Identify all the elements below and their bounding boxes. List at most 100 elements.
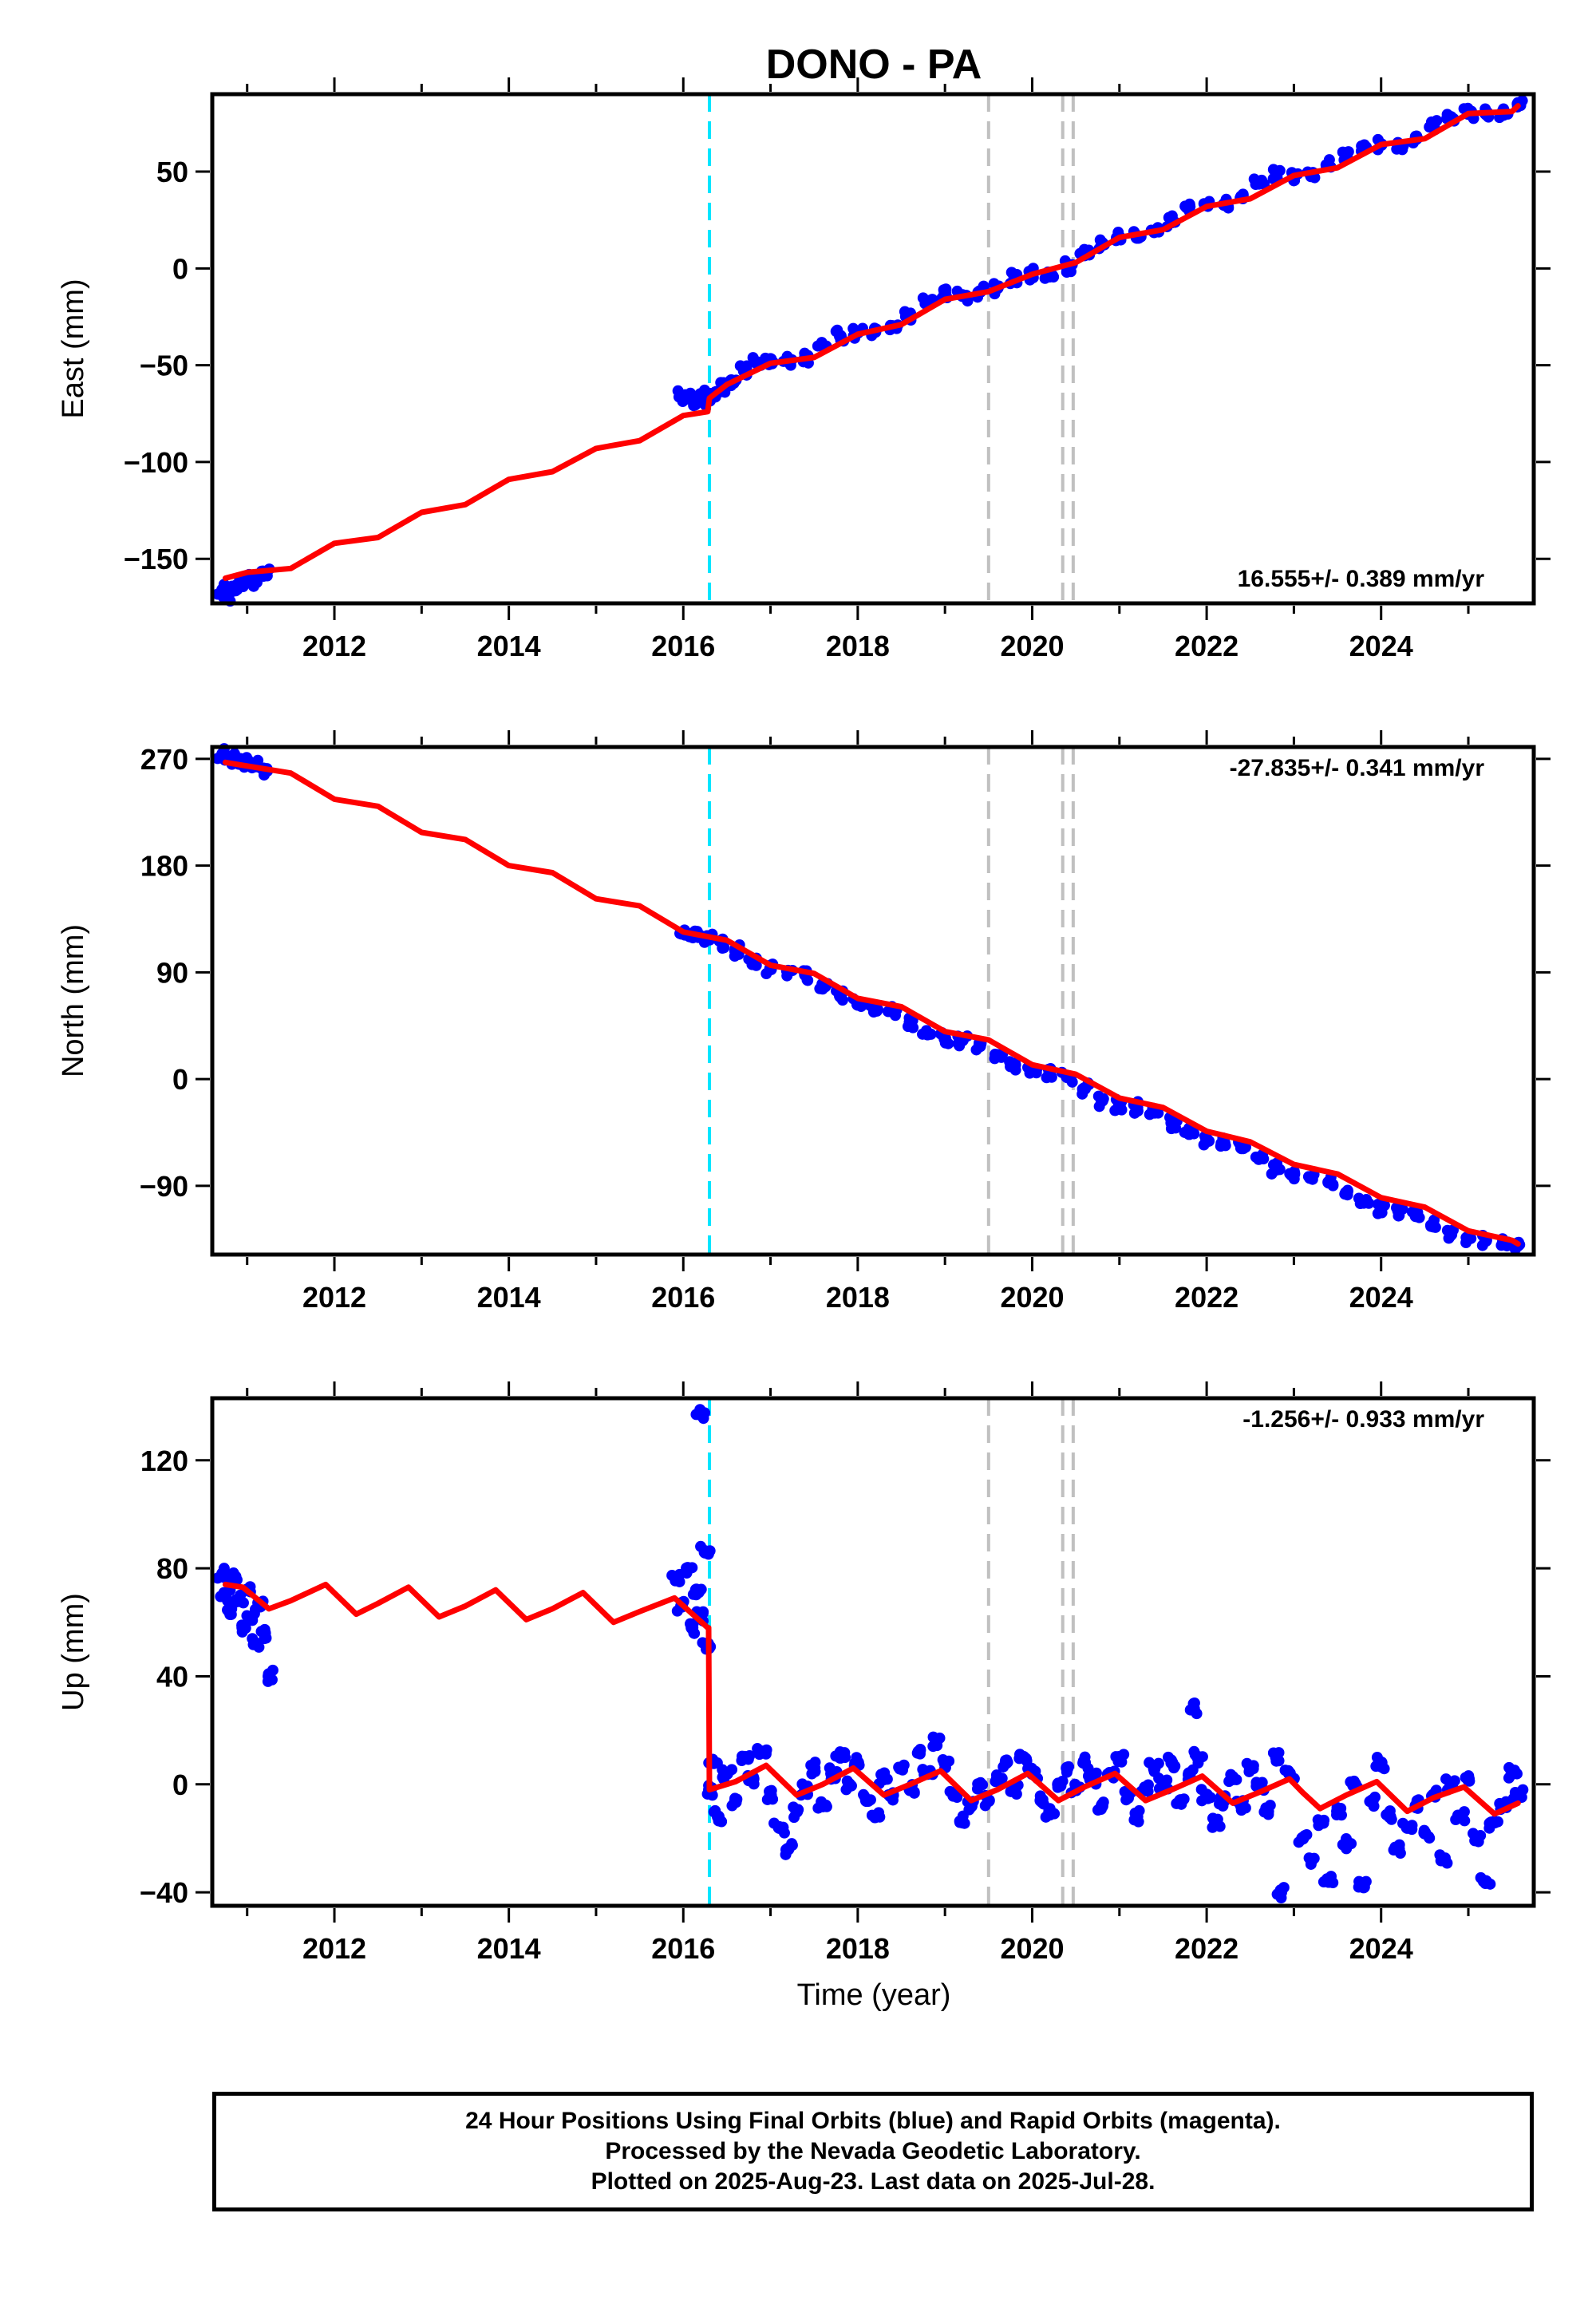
data-point <box>1061 1766 1073 1778</box>
data-point <box>1372 1207 1384 1219</box>
data-point <box>830 326 842 338</box>
y-tick-label: 120 <box>140 1445 188 1477</box>
data-point <box>1093 1101 1105 1113</box>
data-point <box>1317 1876 1329 1888</box>
y-tick-label: −100 <box>124 446 188 479</box>
data-point <box>1385 1813 1397 1825</box>
data-point <box>1341 1185 1353 1197</box>
y-tick-label: 40 <box>156 1660 188 1693</box>
data-point <box>717 1771 729 1783</box>
x-tick-label: 2024 <box>1349 1281 1413 1314</box>
data-point <box>954 1816 966 1828</box>
data-point <box>726 1764 738 1776</box>
data-point <box>786 1840 798 1852</box>
y-tick-label: −150 <box>124 543 188 575</box>
data-point <box>1235 1804 1247 1816</box>
data-point <box>1052 1781 1064 1793</box>
y-tick-label: 50 <box>156 156 188 188</box>
data-point <box>1396 144 1408 156</box>
data-point <box>1479 1878 1491 1890</box>
data-point <box>708 1806 720 1818</box>
data-point <box>697 1606 709 1618</box>
data-point <box>816 1796 828 1808</box>
data-point <box>704 1545 716 1557</box>
data-point <box>1009 1057 1021 1069</box>
data-point <box>1443 1232 1455 1244</box>
data-point <box>1189 1749 1201 1761</box>
data-point <box>887 1794 899 1806</box>
data-point <box>1165 1123 1177 1135</box>
data-point <box>1375 1761 1387 1773</box>
y-tick-label: −50 <box>140 350 188 382</box>
x-tick-label: 2014 <box>477 1281 541 1314</box>
data-point <box>1331 1801 1343 1813</box>
data-point <box>1503 1772 1515 1784</box>
data-point <box>1341 1843 1353 1855</box>
data-point <box>1483 1822 1495 1834</box>
y-tick-label: −40 <box>140 1876 188 1909</box>
x-tick-label: 2012 <box>302 1281 366 1314</box>
data-point <box>1238 1143 1250 1155</box>
data-point <box>267 1664 279 1676</box>
x-tick-label: 2014 <box>477 630 541 662</box>
data-point <box>952 1037 964 1049</box>
x-tick-label: 2016 <box>651 1932 715 1965</box>
data-point <box>1142 1779 1154 1791</box>
x-tick-label: 2016 <box>651 1281 715 1314</box>
data-point <box>1152 1757 1164 1769</box>
data-point <box>1179 1126 1191 1138</box>
data-point <box>927 1741 939 1753</box>
y-tick-label: 80 <box>156 1552 188 1585</box>
y-axis-title: East (mm) <box>57 279 90 418</box>
x-tick-label: 2014 <box>477 1932 541 1965</box>
data-point <box>1450 1814 1462 1826</box>
data-point <box>1271 1157 1283 1169</box>
data-point <box>1001 1754 1013 1766</box>
data-point <box>1044 1803 1056 1815</box>
data-point <box>241 1610 253 1622</box>
data-point <box>1247 1763 1259 1775</box>
velocity-rate-label: -27.835+/- 0.341 mm/yr <box>1230 755 1485 781</box>
data-point <box>1371 1752 1383 1764</box>
data-point <box>1109 1105 1121 1117</box>
x-tick-label: 2018 <box>826 630 890 662</box>
north-panel: 2012 2014 2016 2018 2020 2022 2024 −90 0 90 180 270… <box>57 730 1551 1314</box>
data-point <box>1202 1792 1214 1804</box>
x-tick-label: 2018 <box>826 1932 890 1965</box>
x-tick-label: 2020 <box>1000 1932 1064 1965</box>
data-point <box>747 352 759 364</box>
model-fit-line <box>222 759 1521 1247</box>
data-point <box>1094 234 1106 246</box>
data-point <box>1354 1198 1366 1210</box>
data-point <box>963 1804 975 1816</box>
data-point <box>1431 115 1443 127</box>
y-tick-label: 0 <box>172 252 188 285</box>
data-point <box>1122 1792 1134 1804</box>
data-point <box>1458 1806 1470 1818</box>
data-point <box>934 1732 946 1744</box>
data-point <box>1501 1240 1513 1252</box>
data-point <box>1440 1773 1452 1785</box>
data-point <box>937 1754 949 1766</box>
y-tick-label: 0 <box>172 1769 188 1801</box>
data-point <box>1161 1774 1173 1786</box>
data-point <box>882 1006 894 1018</box>
x-axis-title: Time (year) <box>797 1978 951 2012</box>
chart-title: DONO - PA <box>766 41 982 88</box>
x-tick-label: 2012 <box>302 1932 366 1965</box>
data-point <box>241 752 253 764</box>
data-point <box>1273 1747 1285 1759</box>
data-point <box>1040 1811 1052 1823</box>
plot-frame <box>210 1396 1536 1908</box>
data-point <box>806 1768 818 1780</box>
data-point <box>1207 1812 1219 1824</box>
data-point <box>1340 1833 1352 1845</box>
data-point <box>1069 1778 1081 1790</box>
data-point <box>1275 1892 1287 1904</box>
data-point <box>767 1793 779 1805</box>
data-point <box>974 1041 986 1053</box>
data-point <box>1168 1762 1180 1774</box>
data-point <box>1313 1820 1325 1832</box>
footer-line-plotted: Plotted on 2025-Aug-23. Last data on 202… <box>591 2168 1156 2195</box>
data-point <box>690 1409 702 1421</box>
